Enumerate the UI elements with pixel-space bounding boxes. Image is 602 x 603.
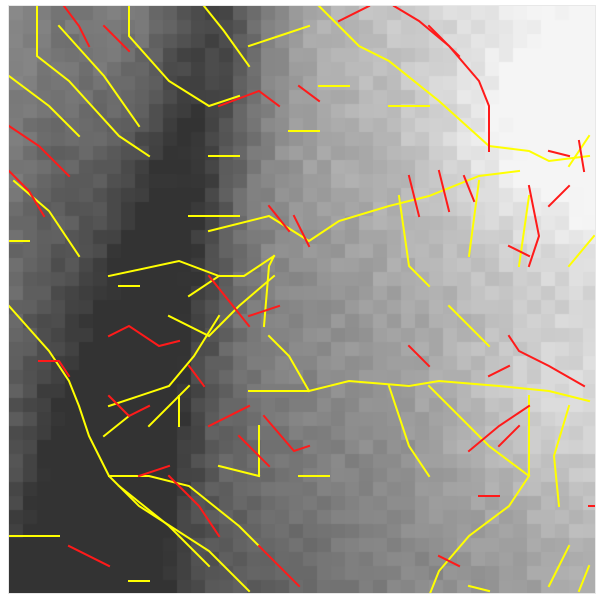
red-drainage-line-34 — [137, 464, 171, 478]
red-drainage-line-9 — [427, 24, 461, 58]
yellow-drainage-line-13 — [207, 169, 521, 243]
red-drainage-line-31 — [487, 364, 511, 378]
yellow-drainage-line-4 — [128, 6, 241, 108]
red-drainage-line-2 — [9, 124, 71, 178]
yellow-drainage-line-5 — [202, 6, 251, 68]
red-drainage-line-15 — [437, 169, 451, 213]
red-drainage-line-30 — [507, 334, 586, 388]
yellow-drainage-line-1 — [36, 6, 151, 158]
red-drainage-line-4 — [102, 24, 131, 53]
yellow-drainage-line-2 — [9, 74, 81, 138]
red-drainage-line-27 — [237, 434, 271, 468]
red-drainage-line-17 — [527, 184, 541, 268]
yellow-drainage-line-33 — [117, 484, 211, 568]
red-drainage-line-21 — [247, 304, 281, 318]
red-drainage-line-8 — [392, 6, 490, 152]
yellow-drainage-line-6 — [247, 24, 311, 48]
yellow-drainage-line-29 — [387, 384, 431, 478]
yellow-drainage-line-3 — [57, 24, 141, 128]
yellow-drainage-line-42 — [567, 134, 591, 168]
yellow-drainage-line-46 — [467, 584, 491, 593]
terrain-image-frame — [8, 5, 596, 594]
red-drainage-line-5 — [217, 89, 281, 108]
yellow-drainage-line-31 — [108, 475, 261, 548]
yellow-drainage-line-28 — [552, 404, 571, 508]
yellow-drainage-line-25 — [267, 334, 311, 393]
yellow-drainage-line-7 — [317, 6, 591, 163]
yellow-drainage-line-38 — [187, 274, 221, 298]
red-drainage-line-24 — [107, 394, 151, 418]
red-drainage-line-10 — [547, 149, 571, 158]
red-drainage-line-12 — [267, 204, 291, 233]
yellow-drainage-line-27 — [429, 395, 530, 593]
yellow-drainage-line-44 — [547, 544, 571, 588]
red-drainage-line-20 — [207, 274, 251, 328]
red-drainage-line-23 — [38, 360, 71, 378]
yellow-drainage-line-15 — [12, 179, 81, 258]
red-drainage-lines — [9, 6, 595, 588]
yellow-drainage-line-21 — [107, 314, 221, 408]
red-drainage-line-7 — [337, 6, 371, 23]
yellow-drainage-line-20 — [9, 304, 251, 593]
red-drainage-line-36 — [257, 544, 301, 588]
red-drainage-line-13 — [292, 214, 311, 248]
yellow-drainage-line-19 — [262, 254, 276, 328]
red-drainage-line-25 — [187, 364, 206, 388]
red-drainage-line-37 — [67, 544, 111, 568]
red-drainage-line-26 — [207, 404, 251, 428]
yellow-drainage-line-22 — [147, 384, 191, 428]
red-drainage-line-3 — [9, 169, 46, 218]
yellow-drainage-line-18 — [167, 274, 276, 338]
yellow-drainage-lines — [9, 6, 595, 593]
red-drainage-line-16 — [462, 174, 476, 203]
red-drainage-line-6 — [297, 84, 321, 103]
yellow-drainage-line-41 — [517, 194, 531, 268]
red-drainage-line-28 — [262, 414, 311, 453]
yellow-drainage-line-24 — [248, 379, 591, 403]
yellow-drainage-line-40 — [467, 179, 481, 258]
red-drainage-line-29 — [407, 344, 431, 368]
red-drainage-line-22 — [107, 324, 181, 348]
yellow-drainage-line-35 — [217, 464, 261, 478]
red-drainage-line-35 — [167, 474, 221, 538]
red-drainage-line-18 — [507, 244, 531, 258]
red-drainage-line-33 — [497, 424, 521, 448]
red-drainage-line-32 — [467, 404, 531, 453]
yellow-drainage-line-23 — [102, 414, 131, 438]
red-drainage-line-14 — [407, 174, 421, 218]
red-drainage-line-1 — [62, 6, 91, 48]
red-drainage-line-19 — [547, 184, 571, 208]
yellow-drainage-line-30 — [447, 304, 491, 348]
yellow-drainage-line-39 — [397, 194, 431, 288]
red-drainage-line-39 — [437, 554, 461, 568]
yellow-drainage-line-43 — [567, 234, 595, 268]
red-drainage-line-11 — [577, 139, 586, 173]
yellow-drainage-line-45 — [577, 564, 591, 593]
drainage-overlay — [9, 6, 595, 593]
yellow-drainage-line-16 — [107, 254, 276, 278]
yellow-drainage-line-26 — [427, 384, 531, 478]
